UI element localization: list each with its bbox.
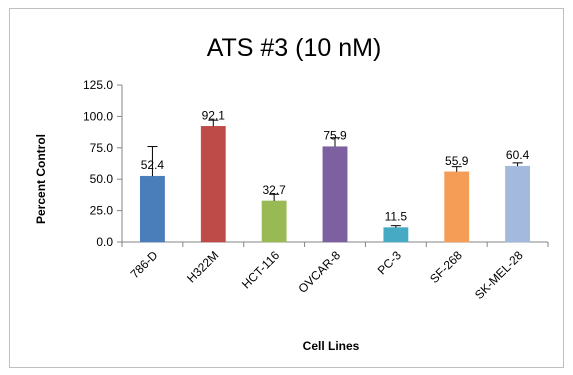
data-label: 11.5 bbox=[385, 210, 408, 224]
x-tick-label: 786-D bbox=[128, 248, 161, 281]
bar-sf-268 bbox=[444, 171, 470, 243]
bar-hct-116 bbox=[261, 200, 287, 243]
y-axis-title: Percent Control bbox=[34, 134, 48, 224]
y-tick-label: 75.0 bbox=[90, 141, 114, 155]
x-tick-label: SK-MEL-28 bbox=[472, 248, 526, 302]
bar-sk-mel-28 bbox=[505, 165, 530, 243]
y-tick-label: 0.0 bbox=[96, 235, 113, 249]
x-tick-label: H322M bbox=[184, 248, 221, 285]
x-tick-label: PC-3 bbox=[375, 248, 404, 277]
chart-title: ATS #3 (10 nM) bbox=[207, 34, 382, 62]
x-tick-label: OVCAR-8 bbox=[296, 248, 344, 296]
bar-h322m bbox=[200, 126, 226, 243]
x-axis-title: Cell Lines bbox=[303, 339, 360, 353]
bar-786-d bbox=[140, 175, 165, 243]
y-tick-label: 125.0 bbox=[83, 78, 113, 92]
data-label: 75.9 bbox=[323, 129, 347, 143]
bar-ovcar-8 bbox=[322, 146, 348, 243]
data-label: 52.4 bbox=[141, 158, 165, 172]
data-label: 60.4 bbox=[506, 148, 530, 162]
x-tick-label: HCT-116 bbox=[239, 248, 282, 291]
y-tick-label: 50.0 bbox=[90, 172, 114, 186]
y-tick-label: 25.0 bbox=[90, 204, 114, 218]
data-label: 55.9 bbox=[445, 154, 469, 168]
data-label: 32.7 bbox=[262, 183, 286, 197]
data-label: 92.1 bbox=[202, 108, 226, 122]
bar-pc-3 bbox=[383, 227, 409, 243]
chart-frame bbox=[9, 8, 564, 368]
y-tick-label: 100.0 bbox=[83, 109, 113, 123]
x-tick-label: SF-268 bbox=[427, 248, 465, 286]
